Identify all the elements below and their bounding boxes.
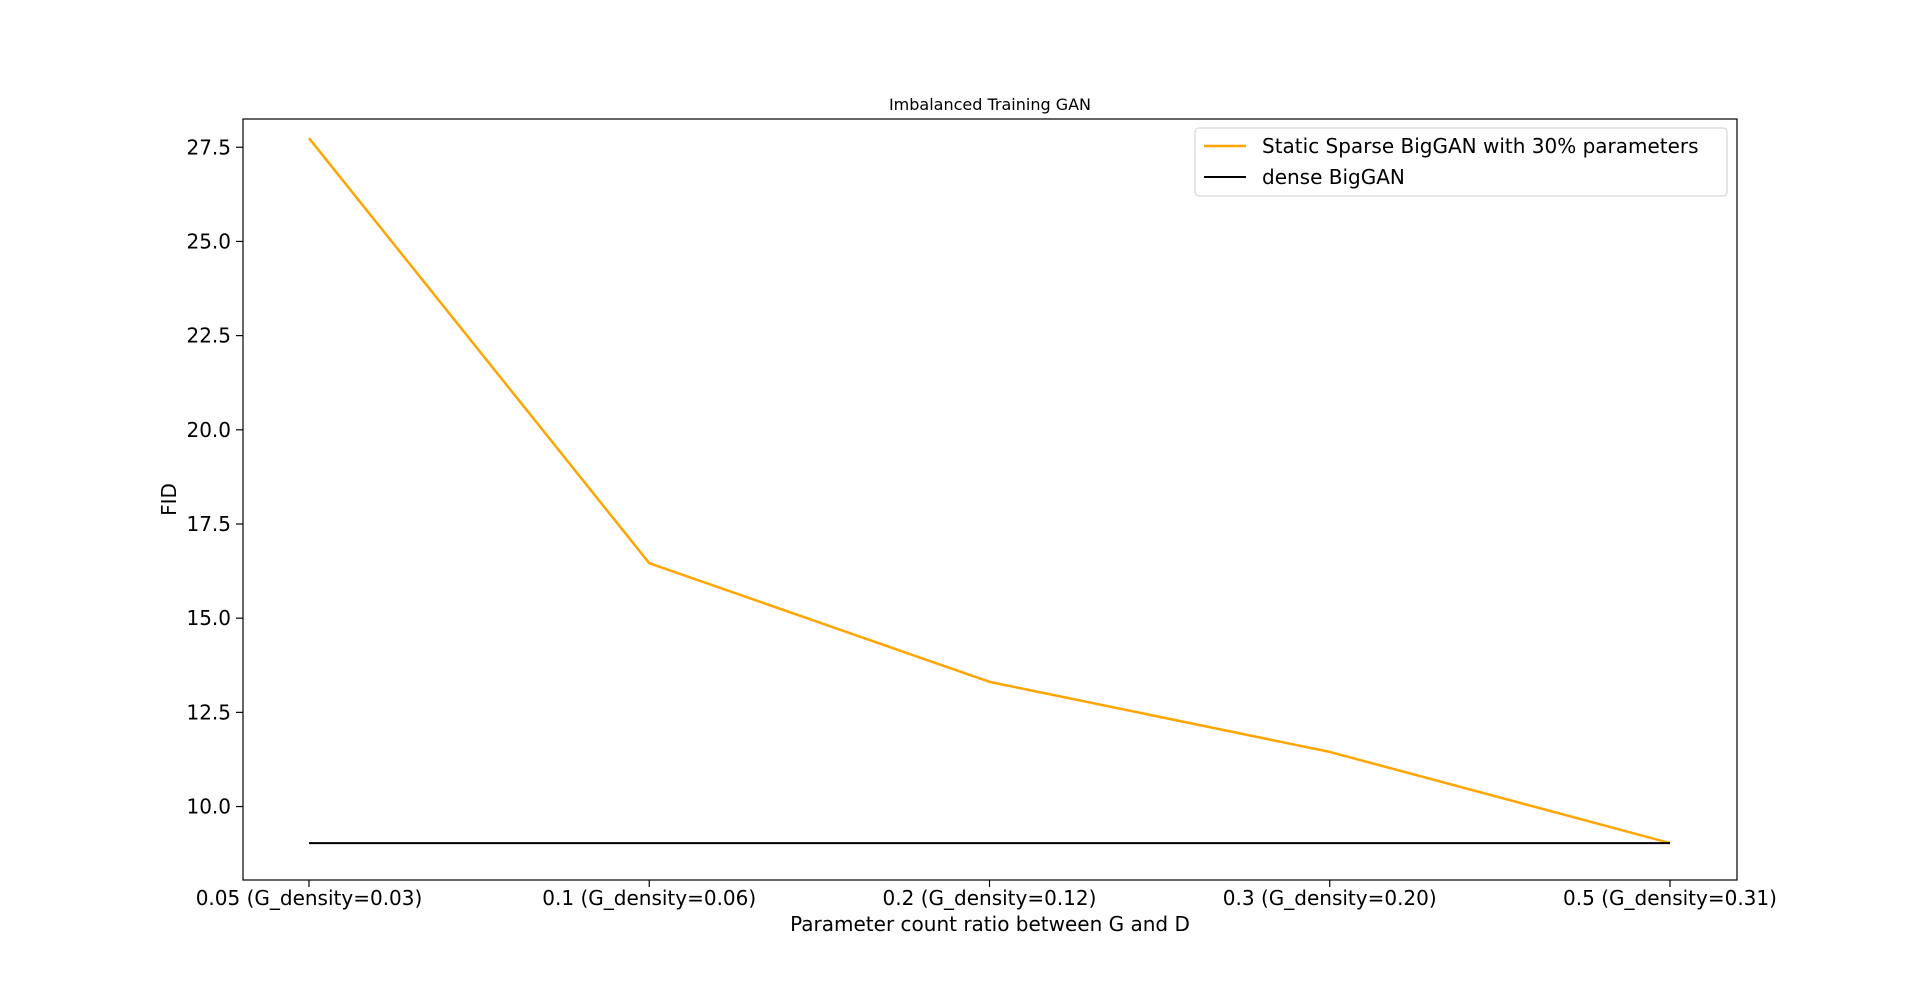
y-tick-label: 25.0 [186, 229, 231, 253]
x-axis: 0.05 (G_density=0.03) 0.1 (G_density=0.06… [196, 880, 1777, 910]
y-tick-label: 17.5 [186, 512, 231, 536]
y-tick-label: 22.5 [186, 324, 231, 348]
series-layer [308, 137, 1671, 845]
y-tick-label: 15.0 [186, 606, 231, 630]
y-axis: 10.0 12.5 15.0 17.5 20.0 22.5 25.0 27.5 [186, 135, 243, 819]
legend: Static Sparse BigGAN with 30% parameters… [1194, 127, 1728, 197]
y-tick-label: 20.0 [186, 418, 231, 442]
x-tick-label: 0.2 (G_density=0.12) [883, 886, 1097, 910]
x-tick-label: 0.05 (G_density=0.03) [196, 886, 423, 910]
y-tick-label: 12.5 [186, 700, 231, 724]
legend-label: Static Sparse BigGAN with 30% parameters [1262, 134, 1699, 158]
y-tick-label: 10.0 [186, 795, 231, 819]
x-tick-label: 0.5 (G_density=0.31) [1563, 886, 1777, 910]
y-tick-label: 27.5 [186, 135, 231, 159]
chart-title: Imbalanced Training GAN [889, 95, 1091, 114]
legend-label: dense BigGAN [1262, 165, 1405, 189]
series-line-1 [308, 137, 1671, 845]
x-axis-label: Parameter count ratio between G and D [790, 912, 1190, 936]
x-tick-label: 0.3 (G_density=0.20) [1223, 886, 1437, 910]
x-tick-label: 0.1 (G_density=0.06) [542, 886, 756, 910]
legend-box [1194, 127, 1728, 197]
y-axis-label: FID [157, 483, 181, 516]
plot-frame [242, 118, 1738, 881]
